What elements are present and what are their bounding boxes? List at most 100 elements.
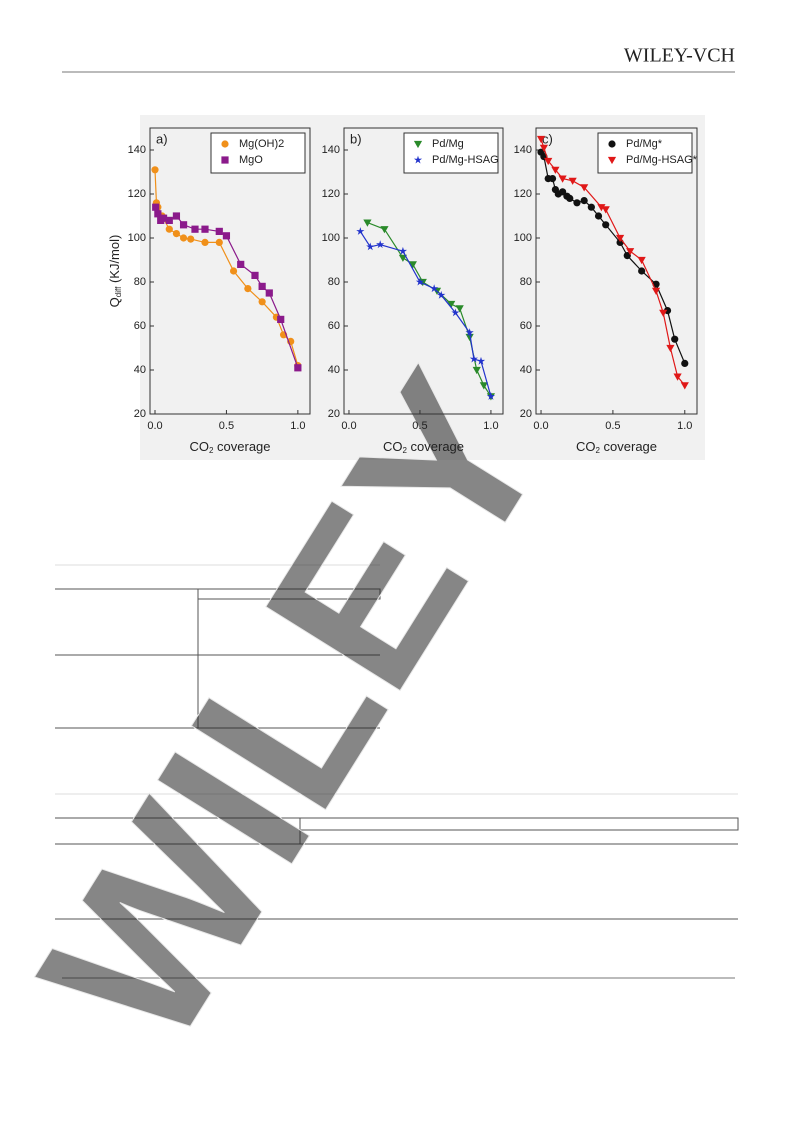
y-tick-label: 80 [134,276,146,288]
point [222,232,231,240]
point [594,212,603,220]
point [573,199,581,207]
point [551,166,560,174]
y-tick-label: 20 [520,408,532,420]
x-tick-label: 0.5 [412,420,427,432]
y-tick-label: 60 [134,320,146,332]
legend-label: Pd/Mg [432,138,464,150]
point [544,157,553,166]
x-tick-label: 0.5 [605,420,620,432]
point [558,188,567,196]
point [479,382,488,390]
x-tick-label: 0.0 [533,420,548,432]
point [251,271,259,279]
point [165,225,173,233]
publisher: WILEY-VCH [624,45,735,67]
point [179,234,188,242]
point [201,225,209,233]
x-axis-label-part: 2 [595,446,600,455]
point [376,240,385,249]
x-axis-label-part: coverage [600,439,657,454]
legend [210,132,306,174]
point [437,290,446,299]
y-tick-label: 40 [520,364,532,376]
y-tick-label: 100 [514,232,532,244]
point [626,248,635,256]
point [408,261,417,269]
point [398,254,408,262]
y-tick-label: 60 [328,320,340,332]
y-tick-label: 20 [328,408,340,420]
point [215,227,223,235]
x-tick-label: 0.0 [341,420,356,432]
y-tick-label: 100 [128,232,146,244]
y-tick-label: 80 [520,276,532,288]
table-2 [55,793,739,920]
y-tick-label: 80 [328,276,340,288]
legend-marker [221,140,229,148]
point [277,315,285,323]
legend-marker [608,140,616,148]
point [601,206,610,214]
y-tick-label: 140 [514,144,532,156]
x-axis-label: CO2 coverage [576,439,657,455]
point [415,277,425,286]
legend-label: Pd/Mg-HSAG* [626,154,698,166]
x-axis-label-part: coverage [407,439,464,454]
legend-label: MgO [239,154,263,166]
x-axis-label-part: coverage [213,439,270,454]
point [476,356,486,365]
y-tick-label: 20 [134,408,146,420]
y-axis-label-part: diff [114,286,123,297]
legend-label: Pd/Mg* [626,138,663,150]
y-tick-label: 140 [128,144,146,156]
y-tick-label: 140 [322,144,340,156]
legend [403,132,499,174]
y-axis-label-part: (KJ/mol) [107,235,122,287]
point [666,344,675,353]
point [597,204,606,212]
point [398,246,408,255]
point [159,214,168,222]
x-axis-label-part: CO [383,439,403,454]
point [451,308,460,317]
point [151,166,159,174]
point [172,212,181,220]
point [154,210,162,218]
point [356,227,365,235]
x-tick-label: 0.0 [147,420,162,432]
point [201,238,209,246]
point [237,260,245,268]
point [558,175,567,183]
point [615,234,625,243]
legend-marker [607,156,617,165]
point [566,194,574,202]
point [165,216,173,224]
y-axis-label-part: Q [107,297,122,307]
table-1 [55,564,381,729]
y-tick-label: 120 [322,188,340,200]
y-tick-label: 120 [514,188,532,200]
point [229,267,238,275]
point [469,354,479,363]
x-tick-label: 1.0 [290,420,305,432]
point [447,300,456,309]
point [623,252,631,260]
point [539,144,549,152]
panel-label: b) [350,131,362,146]
legend [597,132,693,174]
x-tick-label: 0.5 [219,420,234,432]
x-axis-label: CO2 coverage [383,439,464,455]
point [294,364,302,372]
legend-marker [413,155,423,164]
point [486,392,496,400]
plot-frame [535,127,698,415]
point [671,335,679,343]
y-tick-label: 40 [328,364,340,376]
point [215,238,223,246]
point [472,366,481,375]
panel-label: a) [156,131,168,146]
point [637,256,646,265]
y-tick-label: 40 [134,364,146,376]
